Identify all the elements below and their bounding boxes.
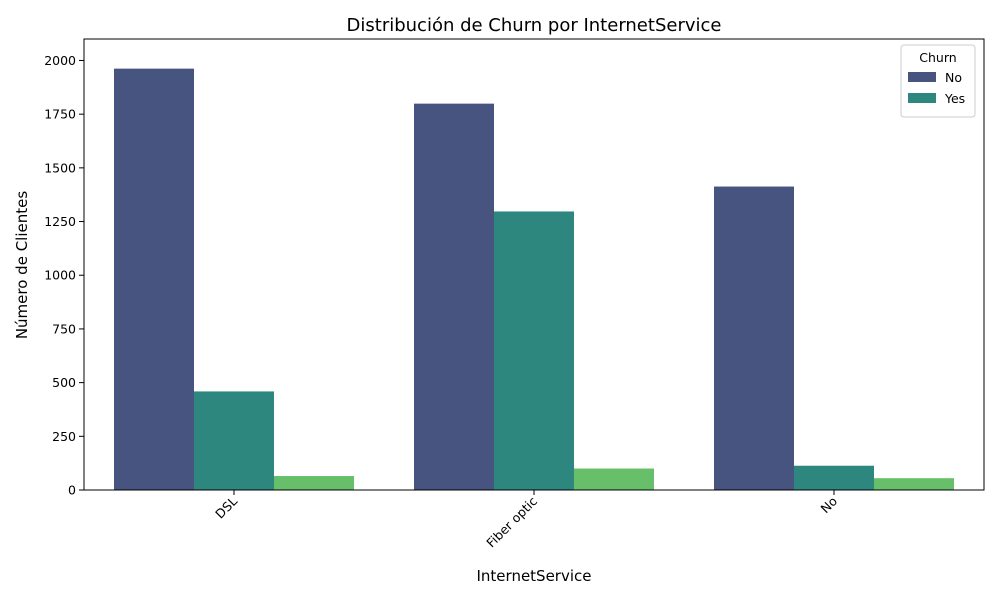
bar-yes-dsl <box>194 391 274 490</box>
x-tick-label: DSL <box>212 493 240 521</box>
x-axis-label: InternetService <box>477 567 592 585</box>
bar-yes-no <box>794 465 874 490</box>
bar-no-fiber-optic <box>414 103 494 490</box>
bar-series-3-no <box>874 478 954 490</box>
y-axis-label: Número de Clientes <box>13 191 31 340</box>
y-axis: 0 250 500 750 1000 1250 1500 1750 2000 <box>44 53 84 498</box>
chart-title: Distribución de Churn por InternetServic… <box>347 15 722 36</box>
legend-label-no: No <box>945 70 962 85</box>
x-tick-label: No <box>817 494 840 517</box>
y-tick-label: 2000 <box>44 53 76 68</box>
y-tick-label: 1250 <box>44 214 76 229</box>
x-axis: DSL Fiber optic No <box>212 490 840 550</box>
bars-layer <box>114 68 954 491</box>
y-tick-label: 500 <box>52 375 76 390</box>
legend-swatch-no <box>908 72 936 82</box>
bar-yes-fiber-optic <box>494 211 574 490</box>
legend-label-yes: Yes <box>944 91 965 106</box>
bar-no-no <box>714 186 794 491</box>
legend: Churn No Yes <box>900 44 976 118</box>
x-tick-label: Fiber optic <box>483 493 540 550</box>
y-tick-label: 250 <box>52 429 76 444</box>
y-tick-label: 1500 <box>44 160 76 175</box>
legend-swatch-yes <box>908 93 936 103</box>
bar-series-3-fiber-optic <box>574 468 654 490</box>
y-tick-label: 1000 <box>44 268 76 283</box>
bar-series-3-dsl <box>274 476 354 490</box>
y-tick-label: 750 <box>52 321 76 336</box>
bar-no-dsl <box>114 68 194 490</box>
y-tick-label: 1750 <box>44 107 76 122</box>
legend-title: Churn <box>919 50 956 65</box>
y-tick-label: 0 <box>68 483 76 498</box>
plot-frame <box>83 38 985 491</box>
